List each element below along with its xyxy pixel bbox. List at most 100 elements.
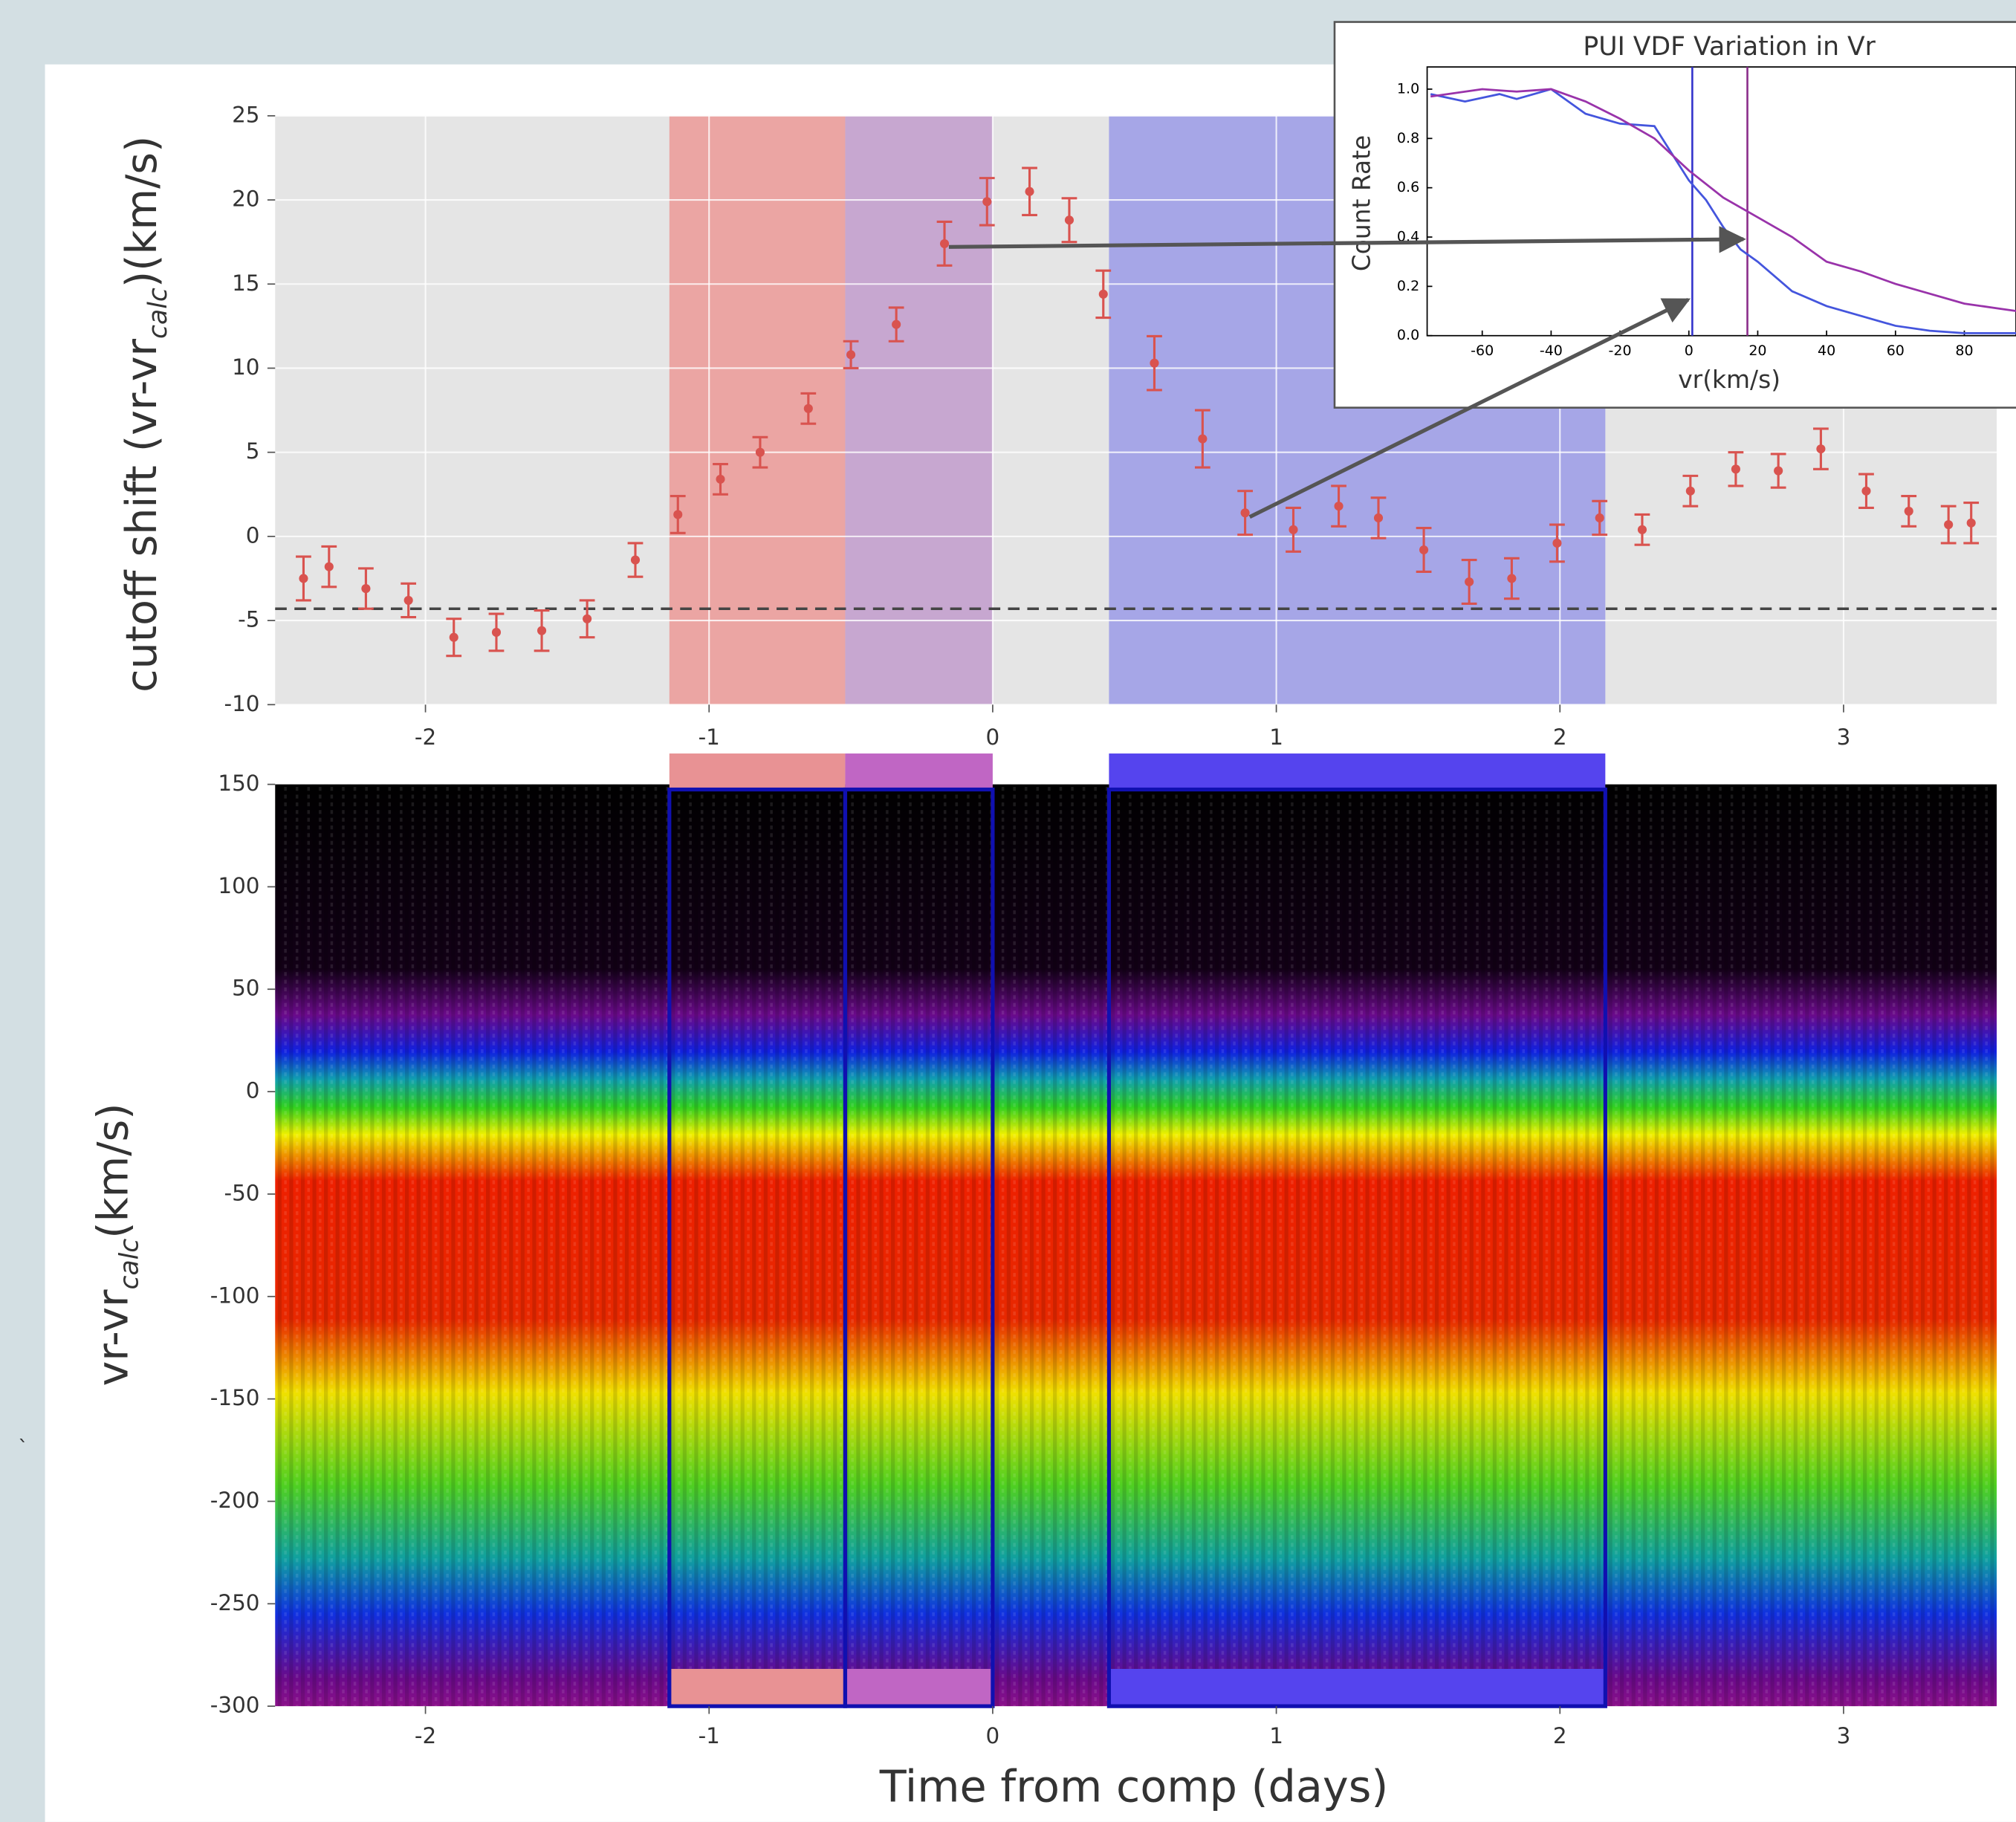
x-tick-label: 20	[1748, 343, 1766, 359]
y-axis-label: cutoff shift (vr-vrcalc)(km/s)	[117, 136, 172, 693]
y-tick-label: -50	[224, 1180, 259, 1205]
band-marker-bottom	[669, 1668, 846, 1707]
x-tick-label: -1	[699, 724, 720, 750]
y-label-sub: calc	[143, 288, 173, 339]
y-label-tail: )(km/s)	[117, 136, 166, 288]
bottom-panel: -300 -250 -200 -150 -100 -50 0 50 100 150 -2 -1 0 1 2 3	[210, 753, 1851, 1748]
band-outline	[1106, 787, 1607, 1708]
x-tick-label: 3	[1837, 1723, 1851, 1748]
data-point	[1507, 574, 1517, 583]
y-tick-label: -5	[238, 607, 259, 632]
y-tick-label: 0.8	[1397, 130, 1419, 146]
y-tick-label: 20	[232, 187, 259, 212]
data-point	[803, 403, 813, 413]
shaded-region	[845, 115, 993, 705]
shaded-region	[669, 115, 846, 705]
data-point	[1861, 486, 1871, 496]
inset: PUI VDF Variation in Vr vr(km/s) Count R…	[1333, 21, 2016, 409]
y-tick-label: 5	[246, 438, 260, 464]
x-tick-label: -1	[699, 1723, 720, 1748]
data-point	[1289, 525, 1298, 534]
data-point	[1966, 518, 1976, 528]
data-point	[537, 626, 547, 635]
y-tick-label: -300	[210, 1693, 260, 1718]
data-point	[892, 320, 901, 329]
y-tick-label: 50	[232, 976, 259, 1001]
band-marker-bottom	[845, 1668, 993, 1707]
band-marker-top	[845, 753, 993, 790]
x-tick-label: -60	[1471, 343, 1494, 359]
data-point	[1465, 577, 1474, 587]
data-point	[1595, 513, 1604, 523]
data-point	[630, 555, 641, 565]
data-point	[1816, 444, 1826, 454]
x-tick-label: 80	[1955, 343, 1973, 359]
y-tick-label: 0.0	[1397, 327, 1419, 343]
band-marker-top	[669, 753, 846, 790]
data-point	[846, 350, 856, 360]
data-point	[755, 447, 765, 457]
y-tick-label: 150	[218, 771, 259, 796]
y-tick-label: -250	[210, 1590, 260, 1615]
x-tick-label: 0	[986, 1723, 1000, 1748]
data-point	[939, 239, 950, 248]
band-outline	[843, 787, 995, 1708]
data-point	[324, 562, 334, 571]
y-tick-label: 15	[232, 270, 259, 296]
y-tick-label: 1.0	[1397, 80, 1419, 97]
vdf-line	[1430, 88, 2016, 334]
x-tick-label: 2	[1553, 1723, 1567, 1748]
data-point	[1419, 545, 1429, 555]
inset-y-label: Count Rate	[1347, 135, 1376, 271]
y-tick-label: -10	[224, 691, 259, 716]
x-tick-label: 2	[1553, 724, 1567, 750]
x-axis-label: Time from comp (days)	[879, 1761, 1389, 1812]
data-point	[1098, 289, 1108, 299]
data-point	[1637, 525, 1647, 534]
x-tick-label: 40	[1818, 343, 1835, 359]
data-point	[299, 574, 308, 583]
x-tick-label: 1	[1269, 1723, 1283, 1748]
data-point	[1025, 187, 1034, 196]
data-point	[1334, 502, 1344, 511]
x-tick-label: -40	[1540, 343, 1563, 359]
y-tick-label: 100	[218, 873, 259, 898]
y-label-main: vr-vr	[88, 1289, 137, 1386]
data-point	[361, 584, 371, 594]
data-point	[1731, 464, 1740, 474]
band-marker-bottom	[1109, 1668, 1606, 1707]
annotation-arrow	[948, 226, 1746, 253]
data-point	[1944, 519, 1954, 530]
y-tick-label: 0.6	[1397, 179, 1419, 195]
data-point	[982, 197, 992, 207]
data-point	[673, 510, 683, 519]
y-tick-label: 25	[232, 102, 259, 127]
data-point	[1150, 358, 1159, 368]
data-point	[1685, 486, 1695, 496]
data-point	[1904, 506, 1913, 516]
x-tick-label: 3	[1837, 724, 1851, 750]
x-tick-label: 1	[1269, 724, 1283, 750]
x-tick-label: -2	[415, 724, 436, 750]
x-tick-label: -20	[1609, 343, 1632, 359]
inset-title: PUI VDF Variation in Vr	[1583, 32, 1876, 62]
y-tick-label: 0	[246, 522, 260, 548]
y-tick-label: -150	[210, 1385, 260, 1410]
data-point	[1774, 466, 1783, 476]
x-tick-label: -2	[415, 1723, 436, 1748]
data-point	[583, 614, 592, 623]
band-marker-top	[1109, 753, 1606, 790]
y-tick-label: 0	[246, 1078, 260, 1103]
data-point	[403, 595, 413, 605]
data-point	[1552, 538, 1562, 548]
data-point	[491, 627, 502, 637]
data-point	[1240, 508, 1250, 518]
y-label-tail: (km/s)	[88, 1103, 137, 1239]
y-axis-label: vr-vrcalc(km/s)	[88, 1103, 144, 1387]
y-tick-label: -100	[210, 1283, 260, 1308]
stray-mark: `	[18, 1436, 28, 1460]
data-point	[1064, 215, 1075, 225]
spectrogram-texture	[275, 784, 1997, 1707]
data-point	[716, 474, 725, 484]
